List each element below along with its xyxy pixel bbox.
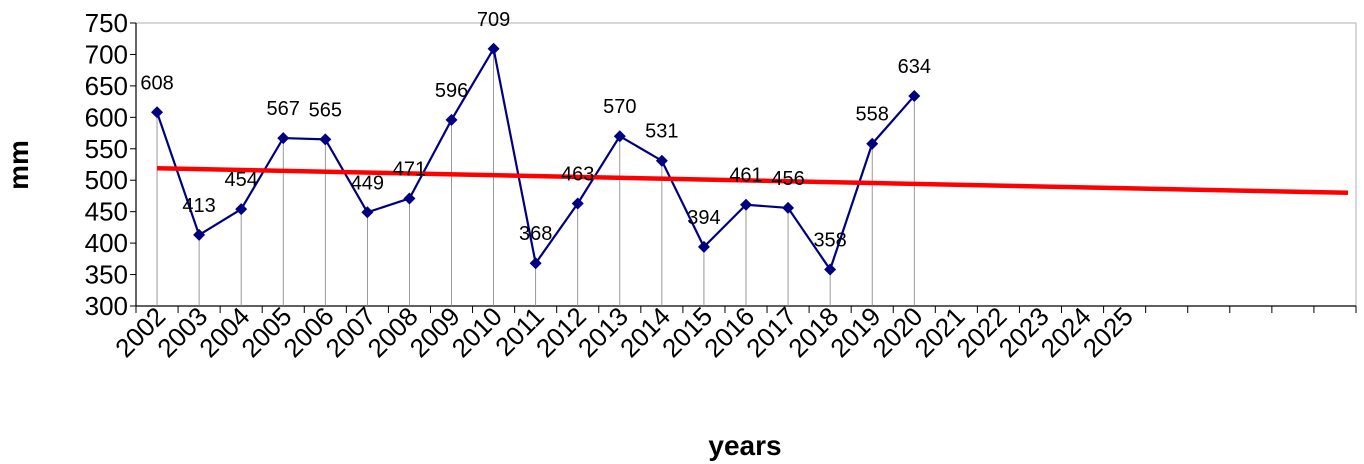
y-tick-label: 500 (85, 165, 128, 195)
data-label: 531 (645, 121, 678, 143)
data-label: 709 (477, 9, 510, 31)
data-label: 463 (561, 163, 594, 185)
data-point-marker (782, 201, 795, 214)
data-label: 558 (856, 104, 889, 126)
plot-area: 3003504004505005506006507007502002200320… (85, 8, 1357, 363)
data-label: 368 (519, 223, 552, 245)
data-label: 413 (182, 195, 215, 217)
y-tick-label: 400 (85, 228, 128, 258)
data-point-marker (361, 206, 374, 219)
data-label: 461 (729, 165, 762, 187)
data-label: 449 (351, 172, 384, 194)
data-point-marker (319, 133, 332, 146)
data-label: 608 (140, 72, 173, 94)
data-label: 565 (309, 99, 342, 121)
data-point-marker (403, 192, 416, 205)
x-tick-label: 2025 (1077, 301, 1139, 363)
trend-line (156, 166, 1349, 196)
data-label: 358 (813, 230, 846, 252)
data-point-marker (613, 130, 626, 143)
data-point-marker (866, 137, 879, 150)
y-tick-label: 350 (85, 260, 128, 290)
data-point-marker (824, 263, 837, 276)
data-point-marker (571, 197, 584, 210)
data-label: 454 (224, 169, 257, 191)
data-point-marker (193, 228, 206, 241)
data-label: 456 (771, 168, 804, 190)
data-label: 394 (687, 207, 720, 229)
data-label: 471 (393, 158, 426, 180)
data-label: 634 (898, 56, 931, 78)
data-point-marker (655, 154, 668, 167)
y-tick-label: 600 (85, 102, 128, 132)
data-point-marker (445, 113, 458, 126)
x-axis-title: years (708, 430, 781, 461)
data-point-marker (529, 257, 542, 270)
data-label: 567 (267, 98, 300, 120)
y-axis-title: mm (3, 140, 34, 190)
data-label: 570 (603, 96, 636, 118)
data-label: 596 (435, 80, 468, 102)
data-point-marker (151, 106, 164, 119)
data-point-marker (277, 132, 290, 145)
data-point-marker (908, 89, 921, 102)
y-tick-label: 450 (85, 197, 128, 227)
y-tick-label: 750 (85, 8, 128, 38)
y-tick-label: 650 (85, 71, 128, 101)
y-tick-label: 700 (85, 39, 128, 69)
y-tick-label: 550 (85, 134, 128, 164)
data-point-marker (740, 198, 752, 211)
data-point-marker (697, 240, 710, 253)
data-point-marker (235, 203, 248, 216)
y-tick-label: 300 (85, 291, 128, 321)
data-point-marker (487, 42, 500, 55)
